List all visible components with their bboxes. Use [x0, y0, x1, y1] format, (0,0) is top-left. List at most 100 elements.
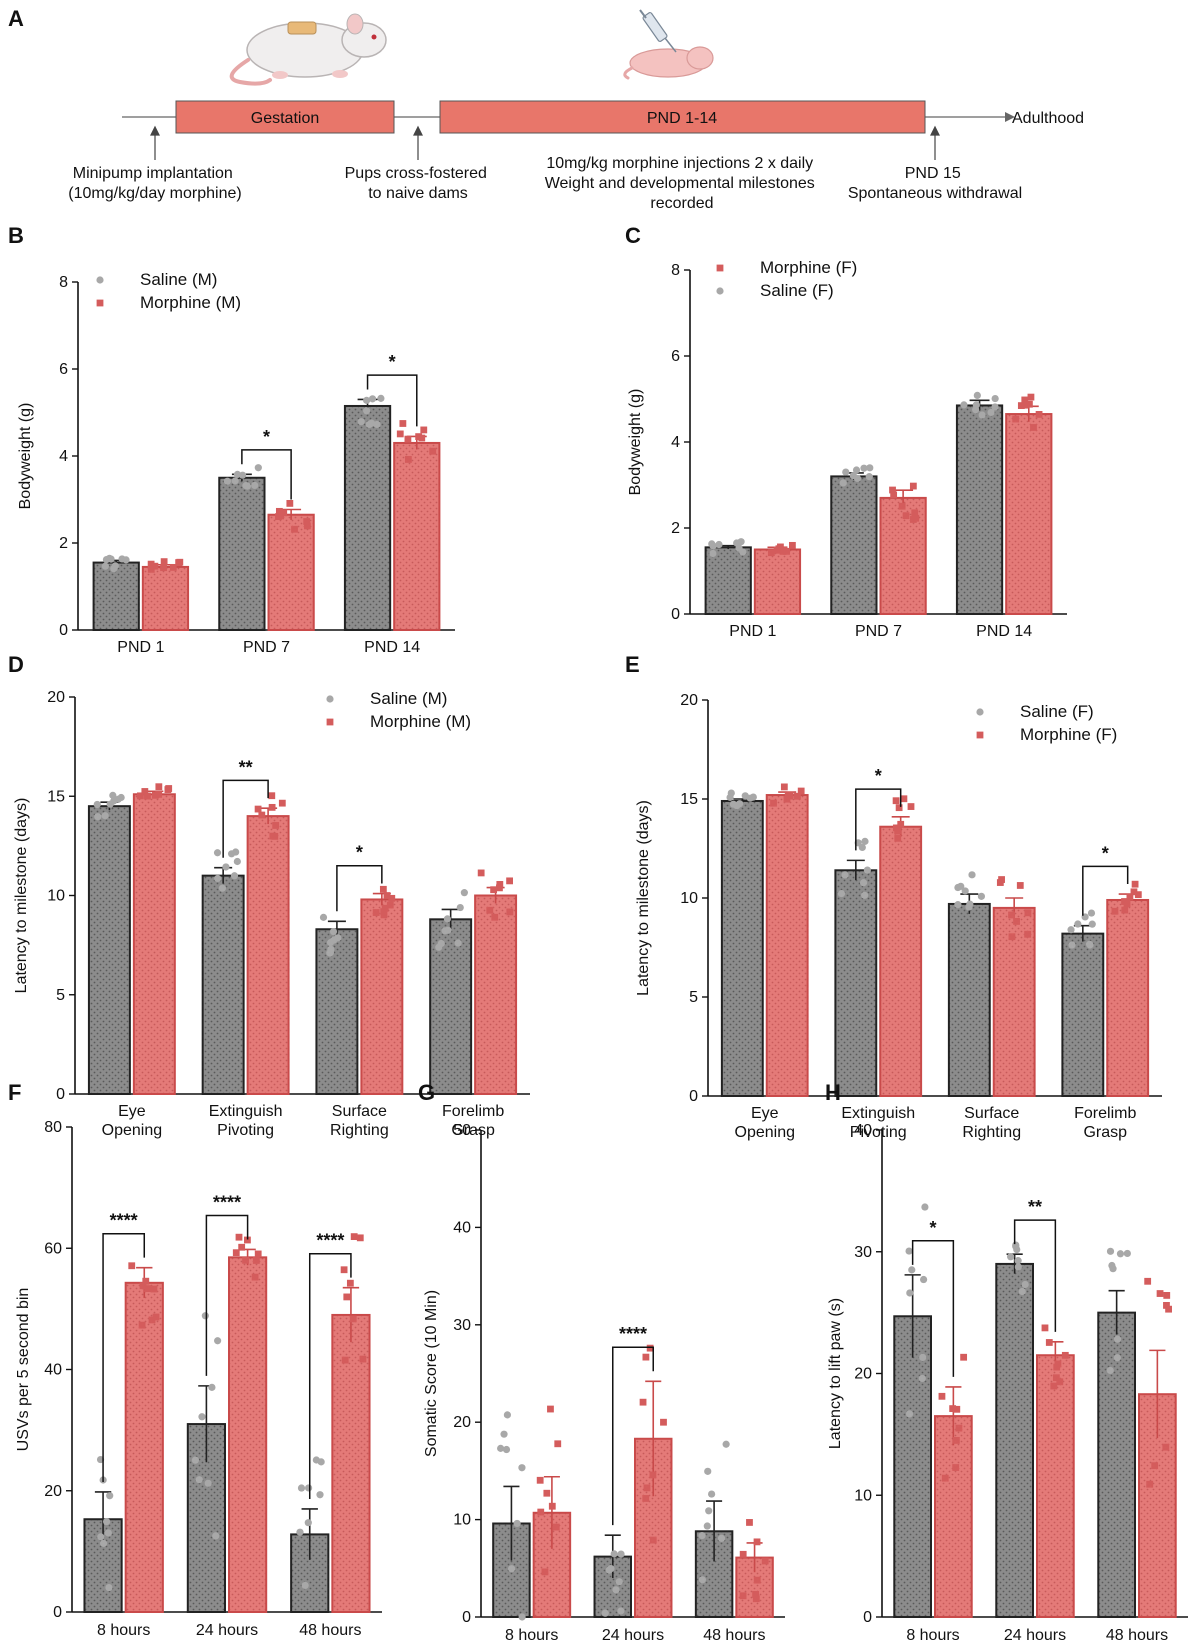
morphine-bar — [141, 565, 190, 631]
morphine-point — [165, 785, 173, 792]
saline-point — [507, 1565, 516, 1573]
morphine-point — [909, 482, 917, 490]
saline-point — [368, 395, 377, 403]
x-tick-label: PND 14 — [976, 623, 1032, 640]
x-tick-label: Forelimb Grasp — [1074, 1105, 1136, 1141]
saline-point — [222, 863, 230, 871]
morphine-point — [952, 1437, 960, 1444]
y-tick-label: 0 — [462, 1609, 471, 1626]
morphine-point — [141, 788, 149, 795]
morphine-bar — [765, 794, 809, 1097]
x-tick-label: Extinguish Pivoting — [841, 1105, 915, 1141]
saline-point — [204, 1479, 212, 1487]
legend-label: Morphine (F) — [760, 258, 857, 277]
syringe-icon — [639, 9, 677, 53]
morphine-bar — [360, 898, 404, 1095]
saline-point — [373, 420, 381, 429]
saline-point — [860, 464, 868, 472]
saline-point — [1106, 1247, 1115, 1255]
morphine-point — [175, 559, 183, 566]
morphine-point — [496, 884, 503, 892]
saline-bar — [955, 404, 1004, 616]
saline-point — [212, 1532, 220, 1540]
y-tick-label: 6 — [671, 348, 680, 365]
morphine-point — [897, 820, 905, 828]
saline-point — [726, 793, 734, 801]
saline-point — [861, 837, 869, 845]
y-tick-label: 20 — [680, 692, 698, 709]
y-tick-label: 0 — [863, 1609, 872, 1626]
saline-point — [195, 1476, 203, 1484]
saline-point — [722, 1440, 730, 1448]
y-axis-label: Bodyweight (g) — [627, 389, 644, 496]
saline-point — [991, 403, 999, 411]
morphine-bar — [753, 548, 802, 615]
saline-point — [518, 1464, 526, 1472]
significance-bracket — [1082, 865, 1129, 916]
saline-point — [991, 394, 999, 403]
saline-point — [1113, 1335, 1122, 1343]
saline-point — [100, 1539, 108, 1547]
morphine-point — [900, 795, 908, 803]
morphine-point — [258, 811, 266, 819]
saline-point — [610, 1550, 618, 1558]
saline-point — [297, 1484, 306, 1492]
x-tick-label: Forelimb Grasp — [442, 1103, 504, 1139]
morphine-point — [269, 832, 277, 840]
x-tick-label: 8 hours — [906, 1627, 959, 1644]
crossfoster-note: Pups cross-fostered to naive dams — [345, 165, 492, 202]
saline-point — [905, 1410, 914, 1418]
morphine-point — [396, 430, 404, 438]
saline-point — [251, 481, 259, 490]
chart-panel-e: E 0 5 10 15 20 Latency to milestone (days) Eye O… — [625, 652, 1162, 1141]
morphine-point — [420, 426, 428, 434]
morphine-point — [649, 1471, 657, 1479]
morphine-point — [496, 881, 504, 888]
saline-point — [1087, 909, 1096, 917]
morphine-point — [1017, 402, 1025, 409]
morphine-point — [1008, 911, 1015, 919]
saline-point — [698, 1576, 707, 1584]
morphine-bar — [246, 815, 290, 1095]
morphine-point — [477, 869, 485, 877]
morphine-point — [1123, 900, 1131, 908]
saline-point — [973, 391, 981, 400]
morphine-point — [554, 1440, 562, 1448]
legend-label: Saline (M) — [140, 270, 217, 289]
saline-point — [708, 1490, 716, 1498]
saline-point — [230, 872, 239, 880]
y-axis-label: Latency to milestone (days) — [13, 798, 30, 994]
legend-label: Saline (F) — [1020, 702, 1094, 721]
morphine-point — [359, 1355, 367, 1363]
saline-point — [1088, 920, 1096, 928]
morphine-point — [388, 894, 396, 902]
morphine-point — [150, 1285, 158, 1293]
injections-note: 10mg/kg morphine injections 2 x daily We… — [545, 155, 820, 212]
morphine-point — [548, 1502, 556, 1510]
saline-point — [918, 1374, 926, 1383]
morphine-point — [783, 547, 791, 555]
x-tick-label: PND 1 — [729, 623, 776, 640]
saline-point — [601, 1609, 609, 1617]
significance-label: * — [356, 843, 363, 863]
saline-point — [1021, 1280, 1029, 1289]
y-tick-label: 30 — [453, 1317, 471, 1334]
saline-point — [859, 879, 868, 887]
legend-saline-marker — [976, 708, 984, 716]
significance-bracket — [911, 1240, 955, 1377]
morphine-point — [144, 792, 151, 800]
saline-point — [837, 889, 846, 898]
morphine-point — [1013, 918, 1020, 925]
saline-bar — [201, 874, 245, 1096]
timeline-markers — [150, 125, 940, 160]
y-tick-label: 5 — [689, 989, 698, 1006]
morphine-point — [1165, 1305, 1172, 1313]
saline-point — [960, 401, 968, 409]
significance-label: **** — [213, 1193, 241, 1213]
morphine-point — [242, 1256, 249, 1264]
morphine-point — [938, 1392, 946, 1400]
morphine-point — [147, 560, 155, 568]
morphine-point — [1134, 891, 1142, 899]
y-tick-label: 0 — [689, 1088, 698, 1105]
